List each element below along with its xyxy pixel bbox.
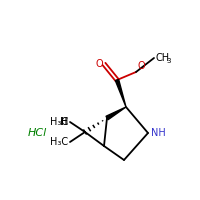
Text: O: O (137, 61, 145, 71)
Polygon shape (106, 107, 126, 120)
Text: HCl: HCl (28, 128, 47, 138)
Text: H: H (60, 117, 68, 127)
Text: O: O (95, 59, 103, 69)
Text: NH: NH (151, 128, 166, 138)
Text: 3: 3 (166, 58, 170, 64)
Text: CH: CH (156, 53, 170, 63)
Text: H: H (61, 117, 68, 127)
Polygon shape (115, 79, 126, 107)
Text: H₃C: H₃C (50, 117, 68, 127)
Text: H₃C: H₃C (50, 137, 68, 147)
